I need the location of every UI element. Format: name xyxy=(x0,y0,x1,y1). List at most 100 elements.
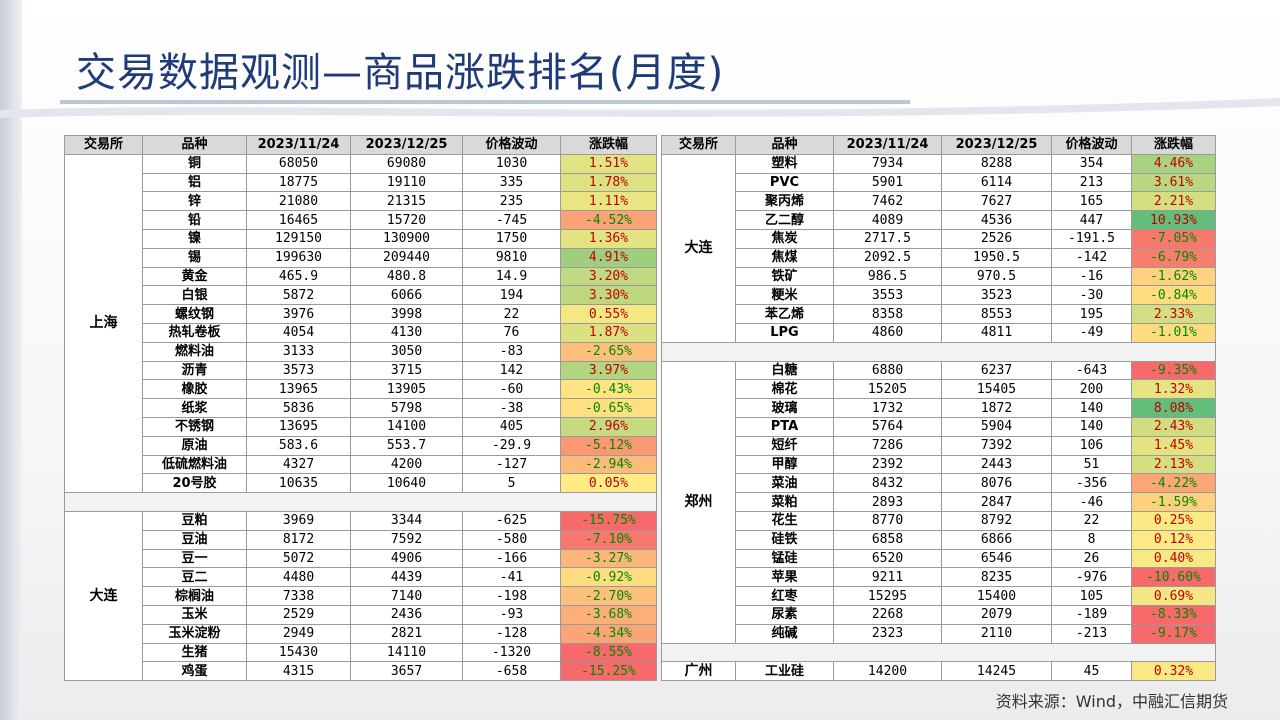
price-start-cell: 14200 xyxy=(833,661,942,682)
change-percent-cell: 3.30% xyxy=(560,285,657,306)
change-percent-cell: 0.32% xyxy=(1131,661,1216,682)
change-percent-cell: -9.35% xyxy=(1131,360,1216,381)
change-percent-cell: -2.94% xyxy=(560,454,657,475)
table-row: 菜粕 2893 2847 -46 -1.59% xyxy=(662,492,1216,512)
change-percent-cell: -0.43% xyxy=(560,379,657,400)
price-change-cell: -658 xyxy=(462,661,561,682)
price-change-cell: -745 xyxy=(462,210,561,230)
price-change-cell: -976 xyxy=(1051,567,1132,588)
table-header-row: 交易所 品种 2023/11/24 2023/12/25 价格波动 涨跌幅 xyxy=(661,135,1216,155)
price-start-cell: 129150 xyxy=(246,228,351,249)
left-edge-decoration xyxy=(0,0,22,720)
price-end-cell: 13905 xyxy=(350,379,463,400)
product-cell: 原油 xyxy=(142,435,247,456)
product-cell: 黄金 xyxy=(142,266,247,287)
change-percent-cell: -8.55% xyxy=(560,642,657,663)
change-percent-cell: 8.08% xyxy=(1131,398,1216,418)
price-change-cell: 194 xyxy=(462,285,561,306)
product-cell: 苯乙烯 xyxy=(735,304,834,324)
price-change-cell: -127 xyxy=(462,454,561,475)
table-row: 大连 豆粕 3969 3344 -625 -15.75% xyxy=(64,510,657,682)
price-change-cell: 76 xyxy=(462,322,561,343)
product-cell: 乙二醇 xyxy=(735,210,834,230)
price-start-cell: 199630 xyxy=(246,247,351,268)
separator-cell xyxy=(64,492,657,512)
table-row: 白银 5872 6066 194 3.30% xyxy=(65,285,657,306)
product-cell: 20号胶 xyxy=(142,473,247,494)
table-row: 粳米 3553 3523 -30 -0.84% xyxy=(662,285,1216,306)
change-percent-cell: -7.05% xyxy=(1131,228,1216,249)
table-row: 铅 16465 15720 -745 -4.52% xyxy=(65,210,657,230)
change-percent-cell: 0.05% xyxy=(560,473,657,494)
price-change-cell: -60 xyxy=(462,379,561,400)
price-change-cell: -191.5 xyxy=(1051,228,1132,249)
product-cell: 豆油 xyxy=(142,529,247,550)
table-row: 聚丙烯 7462 7627 165 2.21% xyxy=(662,191,1216,212)
price-end-cell: 4536 xyxy=(941,210,1052,230)
price-change-cell: 45 xyxy=(1051,661,1132,682)
change-percent-cell: 0.12% xyxy=(1131,529,1216,550)
price-end-cell: 209440 xyxy=(350,247,463,268)
change-percent-cell: 1.11% xyxy=(560,191,657,212)
price-start-cell: 13965 xyxy=(246,379,351,400)
change-percent-cell: 4.91% xyxy=(560,247,657,268)
header-product: 品种 xyxy=(142,135,247,155)
price-start-cell: 3133 xyxy=(246,341,351,362)
product-cell: PVC xyxy=(735,172,834,193)
exchange-cell: 广州 xyxy=(661,661,736,682)
product-cell: 锰硅 xyxy=(735,548,834,569)
price-change-cell: -580 xyxy=(462,529,561,550)
table-row: 低硫燃料油 4327 4200 -127 -2.94% xyxy=(65,454,657,475)
header-exchange: 交易所 xyxy=(661,135,736,155)
product-cell: 棉花 xyxy=(735,379,834,400)
price-end-cell: 21315 xyxy=(350,191,463,212)
price-end-cell: 10640 xyxy=(350,473,463,494)
price-start-cell: 68050 xyxy=(246,153,351,174)
price-end-cell: 7392 xyxy=(941,435,1052,456)
price-start-cell: 2323 xyxy=(833,623,942,644)
table-row: 棉花 15205 15405 200 1.32% xyxy=(662,379,1216,400)
change-percent-cell: 0.55% xyxy=(560,304,657,324)
change-percent-cell: -0.65% xyxy=(560,398,657,418)
change-percent-cell: -15.25% xyxy=(560,661,657,682)
table-row: 广州 工业硅 14200 14245 45 0.32% xyxy=(661,661,1216,682)
price-change-cell: -166 xyxy=(462,548,561,569)
change-percent-cell: -3.68% xyxy=(560,604,657,625)
product-cell: 镍 xyxy=(142,228,247,249)
price-start-cell: 2268 xyxy=(833,604,942,625)
table-row: 锡 199630 209440 9810 4.91% xyxy=(65,247,657,268)
change-percent-cell: -6.79% xyxy=(1131,247,1216,268)
price-start-cell: 7934 xyxy=(833,153,942,174)
product-cell: 燃料油 xyxy=(142,341,247,362)
product-cell: 聚丙烯 xyxy=(735,191,834,212)
table-row: 甲醇 2392 2443 51 2.13% xyxy=(662,454,1216,475)
table-row: 焦煤 2092.5 1950.5 -142 -6.79% xyxy=(662,247,1216,268)
price-end-cell: 553.7 xyxy=(350,435,463,456)
price-change-cell: -16 xyxy=(1051,266,1132,287)
change-percent-cell: 3.97% xyxy=(560,360,657,381)
table-row: PVC 5901 6114 213 3.61% xyxy=(662,172,1216,193)
price-end-cell: 6237 xyxy=(941,360,1052,381)
exchange-cell: 上海 xyxy=(64,153,143,494)
product-cell: 不锈钢 xyxy=(142,416,247,437)
change-percent-cell: 2.96% xyxy=(560,416,657,437)
price-start-cell: 3976 xyxy=(246,304,351,324)
price-change-cell: 235 xyxy=(462,191,561,212)
price-change-cell: 105 xyxy=(1051,586,1132,606)
price-change-cell: 447 xyxy=(1051,210,1132,230)
price-change-cell: -625 xyxy=(462,510,561,531)
price-end-cell: 5798 xyxy=(350,398,463,418)
change-percent-cell: 1.87% xyxy=(560,322,657,343)
price-start-cell: 7462 xyxy=(833,191,942,212)
price-end-cell: 19110 xyxy=(350,172,463,193)
price-end-cell: 2821 xyxy=(350,623,463,644)
change-percent-cell: 2.21% xyxy=(1131,191,1216,212)
product-cell: 铅 xyxy=(142,210,247,230)
change-percent-cell: -2.70% xyxy=(560,586,657,606)
product-cell: 焦炭 xyxy=(735,228,834,249)
product-cell: 短纤 xyxy=(735,435,834,456)
change-percent-cell: -1.01% xyxy=(1131,322,1216,343)
price-start-cell: 986.5 xyxy=(833,266,942,287)
header-date-end: 2023/12/25 xyxy=(350,135,463,155)
price-start-cell: 4089 xyxy=(833,210,942,230)
